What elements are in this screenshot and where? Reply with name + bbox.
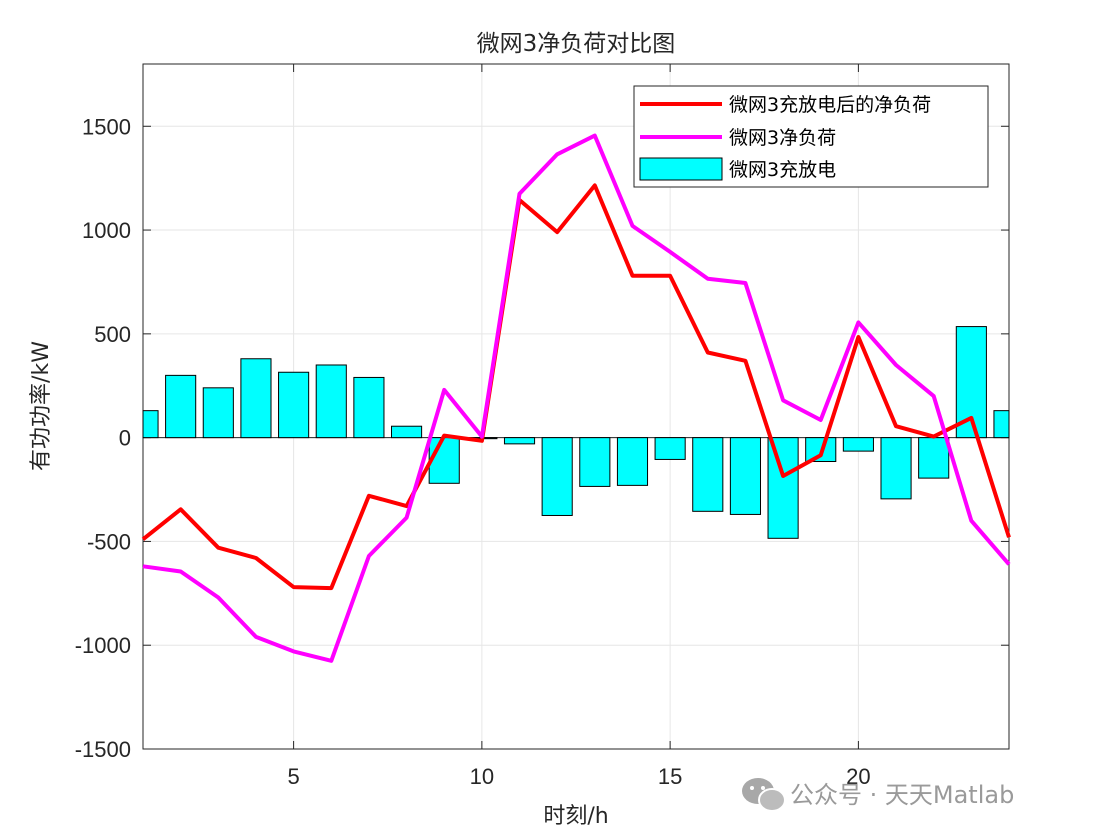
bar-hour-7: [353, 376, 385, 439]
x-tick-label: 10: [470, 764, 494, 789]
legend: 微网3充放电后的净负荷 微网3净负荷 微网3充放电: [633, 85, 989, 188]
line-series: [141, 133, 1011, 663]
y-tick-label: 1500: [82, 114, 131, 139]
watermark-text: 公众号 · 天天Matlab: [790, 781, 1014, 809]
y-tick-label: 500: [94, 322, 131, 347]
watermark: 公众号 · 天天Matlab: [742, 778, 1014, 812]
x-axis-label: 时刻/h: [543, 804, 608, 829]
bar-hour-1: [142, 410, 159, 439]
bar-hour-9: [428, 437, 460, 484]
bar-hour-13: [579, 437, 611, 487]
y-tick-label: -500: [87, 529, 131, 554]
bar-hour-5: [278, 371, 310, 439]
bar-hour-20: [842, 437, 874, 452]
bar-hour-15: [654, 437, 686, 460]
wechat-icon: [742, 778, 786, 812]
plot-frame: [142, 63, 1010, 750]
bar-hour-18: [767, 437, 799, 539]
y-tick-label: 1000: [82, 218, 131, 243]
bar-hour-17: [729, 437, 761, 515]
bar-hour-2: [165, 374, 197, 439]
x-tick-label: 20: [846, 764, 870, 789]
bar-series: [142, 326, 1010, 539]
x-tick-label: 15: [658, 764, 682, 789]
bar-hour-11: [503, 437, 536, 445]
bar-hour-21: [880, 437, 912, 500]
axis-ticks: 5 10 15 20 -1500 -1000 -500 0 500 1000 1500: [75, 64, 1009, 789]
y-axis-label: 有功功率/kW: [29, 341, 54, 471]
bar-hour-8: [391, 425, 423, 439]
series-line-1: [142, 133, 1011, 663]
legend-label-charge-discharge: 微网3充放电: [729, 159, 836, 181]
legend-swatch-cyan-bar: [639, 157, 723, 181]
bar-hour-6: [315, 364, 347, 439]
bar-hour-3: [202, 387, 234, 439]
chart-title: 微网3净负荷对比图: [477, 31, 676, 57]
y-tick-label: 0: [119, 426, 131, 451]
bar-hour-14: [616, 437, 649, 486]
legend-label-after-charge: 微网3充放电后的净负荷: [729, 94, 931, 116]
y-tick-label: -1000: [75, 633, 131, 658]
bar-hour-16: [692, 437, 724, 512]
bar-hour-12: [541, 437, 573, 516]
bar-hour-22: [918, 437, 950, 479]
y-tick-label: -1500: [75, 737, 131, 762]
legend-label-net-load: 微网3净负荷: [729, 127, 836, 149]
bar-hour-24: [993, 410, 1010, 439]
x-tick-label: 5: [287, 764, 299, 789]
bar-hour-4: [240, 358, 272, 439]
series-line-0: [141, 183, 1011, 591]
